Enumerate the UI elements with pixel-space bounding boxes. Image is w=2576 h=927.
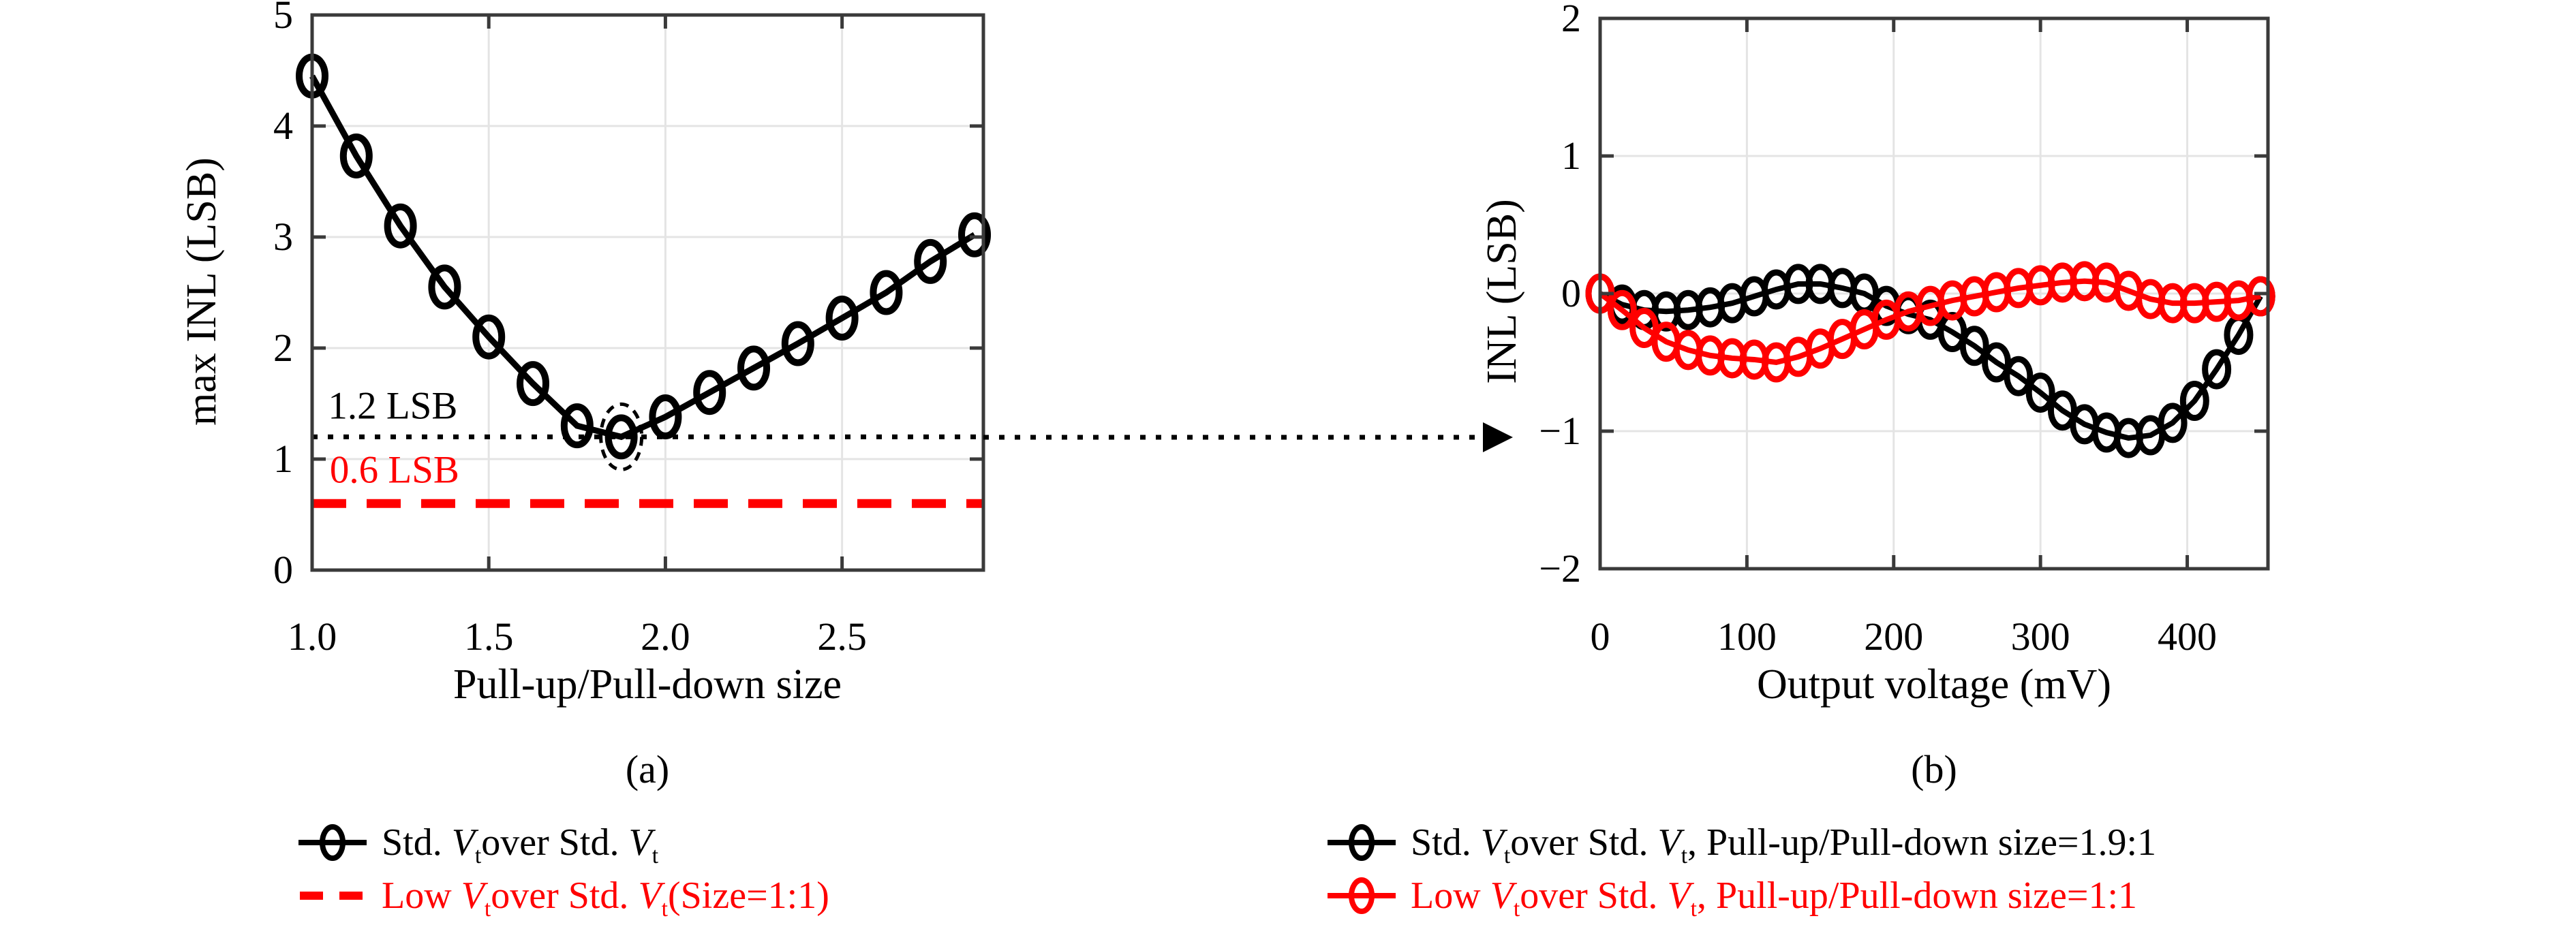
arrowhead-icon xyxy=(1483,422,1513,452)
x-tick-label: 1.5 xyxy=(463,614,514,659)
y-tick-label: 0 xyxy=(1561,271,1581,315)
legend-item: Std. Vtover Std. Vt, Pull-up/Pull-down s… xyxy=(1328,816,2156,869)
y-tick-label: 2 xyxy=(1561,0,1581,40)
x-tick-label: 100 xyxy=(1717,614,1777,659)
plot-panel-a xyxy=(296,13,992,572)
legend-panel-b: Std. Vtover Std. Vt, Pull-up/Pull-down s… xyxy=(1328,816,2156,922)
panel-a-xlabel: Pull-up/Pull-down size xyxy=(453,661,842,708)
panel-a-ylabel: max INL (LSB) xyxy=(179,157,225,426)
data-point-marker xyxy=(2245,276,2275,317)
panel-b-ylabel: INL (LSB) xyxy=(1479,199,1525,384)
data-point-marker xyxy=(870,270,903,315)
line-circle-swatch-icon xyxy=(1328,877,1396,914)
legend-item: Low Vtover Std. Vt, Pull-up/Pull-down si… xyxy=(1328,869,2156,922)
y-tick-label: 3 xyxy=(273,215,293,259)
connector-arrow xyxy=(983,422,1513,452)
series-line xyxy=(1598,278,2261,366)
x-tick-label: 2.0 xyxy=(641,614,690,659)
y-tick-label: 0 xyxy=(273,548,293,592)
axis-box xyxy=(310,13,985,572)
data-point-marker xyxy=(428,264,461,310)
y-tick-label: 4 xyxy=(273,104,293,148)
plot-panel-b xyxy=(1585,16,2275,571)
data-point-marker xyxy=(2202,349,2232,390)
legend-circle-marker xyxy=(1349,877,1375,914)
data-point-marker xyxy=(2025,372,2055,413)
data-point-marker xyxy=(472,314,506,360)
data-point-marker xyxy=(384,203,417,249)
data-point-marker xyxy=(560,403,594,449)
data-point-marker xyxy=(339,133,373,179)
y-tick-label: −2 xyxy=(1539,546,1581,591)
annotation-0-6-lsb: 0.6 LSB xyxy=(329,448,459,492)
legend-item: Low Vtover Std. Vt(Size=1:1) xyxy=(298,869,829,922)
x-tick-label: 200 xyxy=(1864,614,1924,659)
x-tick-label: 2.5 xyxy=(817,614,867,659)
y-tick-label: 2 xyxy=(273,326,293,370)
data-point-marker xyxy=(781,321,814,366)
line-circle-swatch-icon xyxy=(1328,824,1396,861)
data-point-marker xyxy=(2004,356,2034,396)
y-tick-label: −1 xyxy=(1539,409,1581,453)
y-tick-label: 1 xyxy=(1561,133,1581,178)
legend-circle-marker xyxy=(320,824,346,861)
data-point-marker xyxy=(693,370,726,415)
annotation-1-2-lsb: 1.2 LSB xyxy=(328,384,458,428)
legend-item-label: Std. Vtover Std. Vt xyxy=(382,821,659,869)
data-point-marker xyxy=(517,361,550,407)
panel-b-xlabel: Output voltage (mV) xyxy=(1756,661,2112,708)
legend-item-label: Std. Vtover Std. Vt, Pull-up/Pull-down s… xyxy=(1411,821,2157,869)
data-point-marker xyxy=(914,238,947,284)
x-tick-label: 400 xyxy=(2158,614,2218,659)
data-point-marker xyxy=(825,295,859,341)
legend-item-label: Low Vtover Std. Vt, Pull-up/Pull-down si… xyxy=(1411,875,2138,922)
series-line xyxy=(1599,281,2263,441)
data-point-marker xyxy=(604,414,638,460)
x-tick-label: 0 xyxy=(1590,614,1610,659)
panel-b-caption: (b) xyxy=(1911,747,1957,791)
line-circle-swatch-icon xyxy=(298,824,367,861)
series-line xyxy=(309,74,977,441)
data-point-marker xyxy=(958,212,992,257)
data-point-marker xyxy=(1607,289,1637,330)
data-point-marker xyxy=(649,394,682,440)
dashed-line-swatch-icon xyxy=(300,892,365,900)
legend-circle-marker xyxy=(1349,824,1375,861)
x-tick-label: 1.0 xyxy=(287,614,337,659)
data-point-marker xyxy=(1959,326,1989,366)
data-point-marker xyxy=(2158,403,2188,443)
x-tick-label: 300 xyxy=(2010,614,2070,659)
highlight-ellipse xyxy=(599,402,644,471)
legend-panel-a: Std. Vtover Std. Vt Low Vtover Std. Vt(Si… xyxy=(298,816,829,922)
panel-a-caption: (a) xyxy=(625,747,670,791)
y-tick-label: 5 xyxy=(273,0,293,37)
legend-item: Std. Vtover Std. Vt xyxy=(298,816,829,869)
legend-item-label: Low Vtover Std. Vt(Size=1:1) xyxy=(382,875,829,922)
y-tick-label: 1 xyxy=(273,437,293,481)
data-point-marker xyxy=(2179,381,2209,422)
data-point-marker xyxy=(737,345,771,391)
